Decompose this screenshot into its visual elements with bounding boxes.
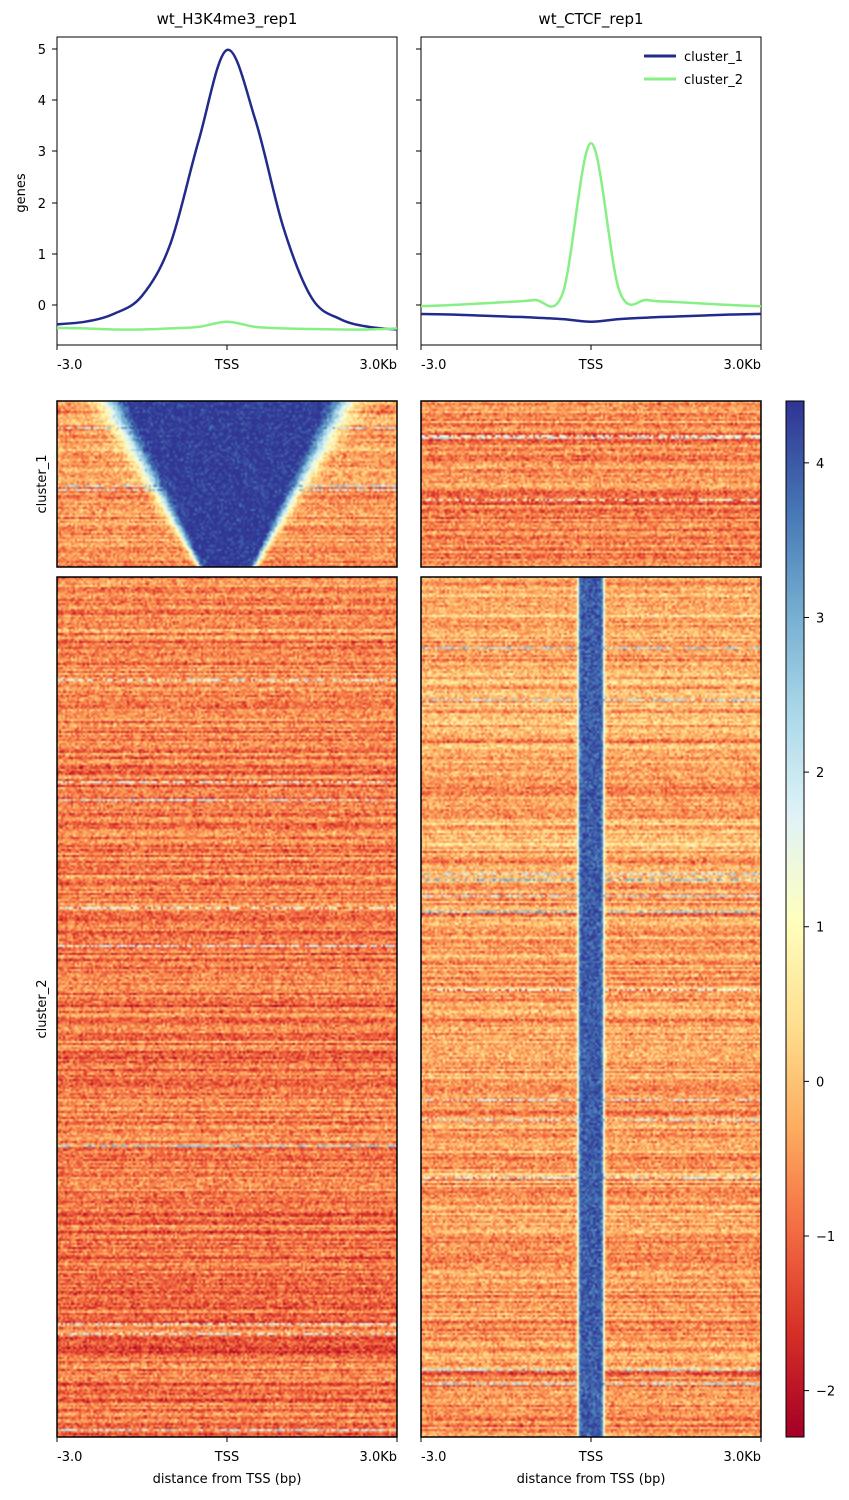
- colorbar-tick-label: 4: [816, 457, 824, 472]
- profile-axes-left: [56, 36, 398, 346]
- profile-xticks-right: -3.0 TSS 3.0Kb: [420, 345, 762, 373]
- legend: cluster_1 cluster_2: [644, 50, 743, 88]
- profile-line-cluster-2-panel-2: [420, 141, 762, 308]
- row-label-cluster-2: cluster_2: [35, 980, 50, 1039]
- ytick-label-4: 4: [38, 94, 46, 109]
- xtick-label-tss: TSS: [578, 1450, 603, 1465]
- profile-lines: [56, 48, 762, 331]
- profile-line-cluster-1-panel-2: [420, 312, 762, 323]
- heatmap-h3k4me3-cluster-2: [57, 577, 397, 1437]
- colorbar-tick-label: −1: [816, 1230, 835, 1245]
- heatmap-ctcf-cluster-1: [421, 401, 761, 567]
- row-label-cluster-1: cluster_1: [35, 455, 50, 514]
- colorbar-tick-label: 2: [816, 766, 824, 781]
- heatmap-frame-h3-c1: [56, 400, 398, 568]
- legend-label-cluster-1: cluster_1: [684, 50, 743, 65]
- colorbar-frame: [785, 400, 805, 1438]
- heatmap-xticks-right: -3.0 TSS 3.0Kb distance from TSS (bp): [420, 1437, 762, 1487]
- colorbar: [786, 401, 804, 1437]
- xtick-label-start: -3.0: [57, 358, 82, 373]
- xtick-label-end: 3.0Kb: [724, 358, 761, 373]
- colorbar-tick-label: 3: [816, 611, 824, 626]
- xtick-label-end: 3.0Kb: [360, 1450, 397, 1465]
- profile-line-cluster-1-panel-1: [56, 48, 398, 331]
- colorbar-tick-label: 0: [816, 1075, 824, 1090]
- ytick-label-1: 1: [38, 248, 46, 263]
- xtick-label-end: 3.0Kb: [724, 1450, 761, 1465]
- profile-yticks: 5 4 3 2 1 0: [38, 43, 57, 314]
- profile-yticks-right: [416, 48, 421, 306]
- xlabel-right: distance from TSS (bp): [517, 1472, 666, 1487]
- ytick-label-3: 3: [38, 145, 46, 160]
- heatmap-xticks-left: -3.0 TSS 3.0Kb distance from TSS (bp): [56, 1437, 398, 1487]
- heatmap-h3k4me3-cluster-1: [57, 401, 397, 567]
- colorbar-tick-label: −2: [816, 1385, 835, 1400]
- heatmap-ctcf-cluster-2: [421, 577, 761, 1437]
- profile-line-cluster-2-panel-1: [56, 320, 398, 331]
- ytick-label-5: 5: [38, 43, 46, 58]
- legend-label-cluster-2: cluster_2: [684, 73, 743, 88]
- profile-ylabel: genes: [14, 173, 29, 212]
- xtick-label-start: -3.0: [421, 1450, 446, 1465]
- profile-xticks-left: -3.0 TSS 3.0Kb: [56, 345, 398, 373]
- xtick-label-tss: TSS: [214, 358, 239, 373]
- xtick-label-start: -3.0: [421, 358, 446, 373]
- ytick-label-2: 2: [38, 197, 46, 212]
- xlabel-left: distance from TSS (bp): [153, 1472, 302, 1487]
- xtick-label-end: 3.0Kb: [360, 358, 397, 373]
- colorbar-ticks: 4 3 2 1 0 −2 −1: [804, 457, 835, 1400]
- panel-title-h3k4me3: wt_H3K4me3_rep1: [157, 10, 298, 29]
- ytick-label-0: 0: [38, 299, 46, 314]
- xtick-label-tss: TSS: [214, 1450, 239, 1465]
- colorbar-tick-label: 1: [816, 921, 824, 936]
- panel-title-ctcf: wt_CTCF_rep1: [538, 10, 643, 29]
- xtick-label-start: -3.0: [57, 1450, 82, 1465]
- heatmap-frame-ct-c1: [420, 400, 762, 568]
- xtick-label-tss: TSS: [578, 358, 603, 373]
